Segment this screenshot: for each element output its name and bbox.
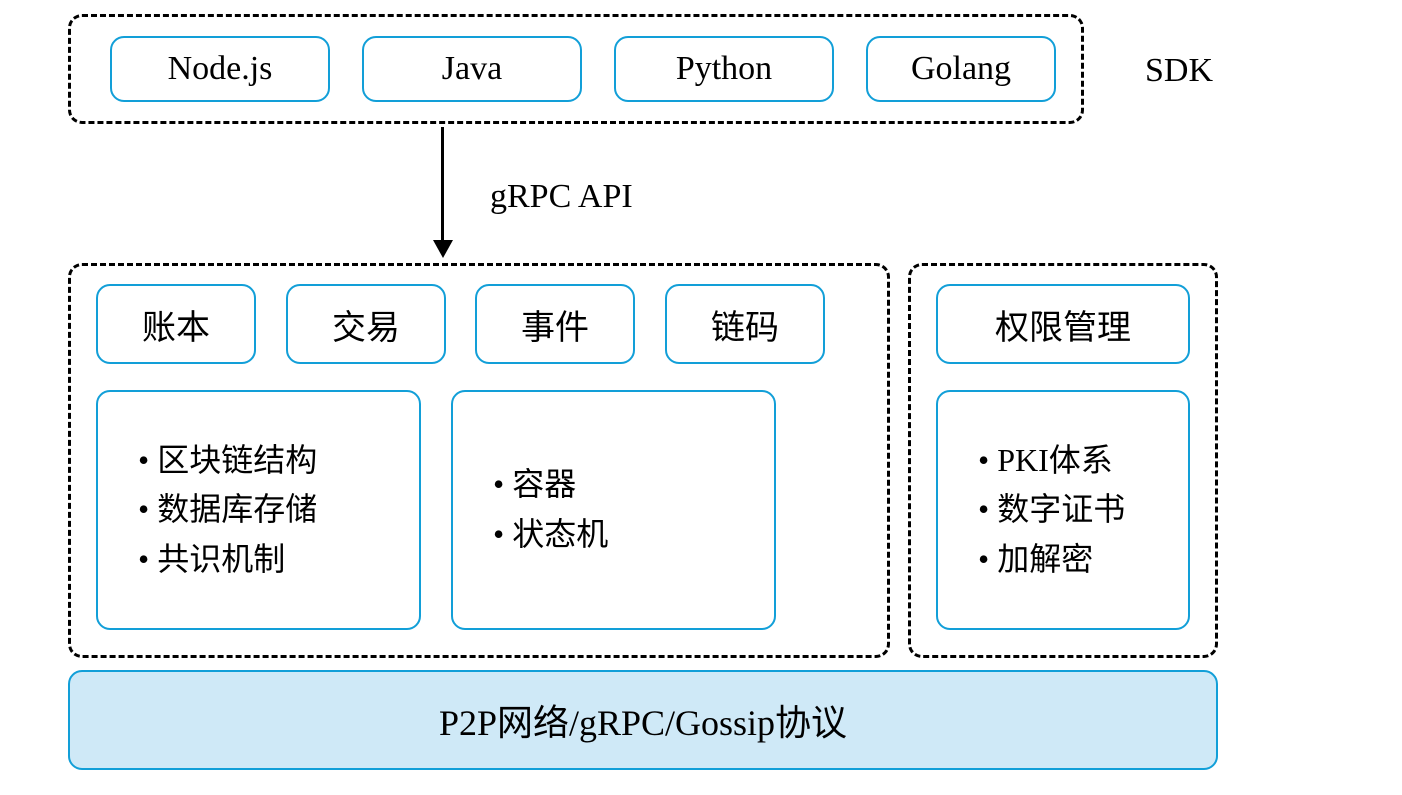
core-top-box: 链码 <box>665 284 825 364</box>
sdk-item-label: Python <box>676 50 772 88</box>
bullet-item: • 数字证书 <box>978 485 1188 535</box>
bullet-item: • 状态机 <box>493 510 774 560</box>
network-box: P2P网络/gRPC/Gossip协议 <box>68 670 1218 770</box>
core-top-box-label: 账本 <box>142 300 210 349</box>
core-top-box-label: 交易 <box>332 300 400 349</box>
bullet-item: • 数据库存储 <box>138 485 419 535</box>
core-top-box-label: 链码 <box>711 300 779 349</box>
core-top-box: 事件 <box>475 284 635 364</box>
grpc-arrow-line <box>441 127 444 246</box>
core-bullets-left: • 区块链结构• 数据库存储• 共识机制 <box>96 390 421 630</box>
network-box-label: P2P网络/gRPC/Gossip协议 <box>439 694 847 746</box>
core-top-box-label: 事件 <box>521 300 589 349</box>
sdk-label: SDK <box>1145 52 1213 90</box>
grpc-api-label: gRPC API <box>490 178 633 216</box>
bullet-item: • 容器 <box>493 460 774 510</box>
sdk-item-label: Node.js <box>168 50 273 88</box>
core-bullets-right: • 容器• 状态机 <box>451 390 776 630</box>
bullet-item: • 区块链结构 <box>138 436 419 486</box>
bullet-item: • 共识机制 <box>138 535 419 585</box>
permission-box-label: 权限管理 <box>995 300 1131 349</box>
sdk-item-box: Java <box>362 36 582 102</box>
core-top-box: 账本 <box>96 284 256 364</box>
core-top-box: 交易 <box>286 284 446 364</box>
bullet-item: • 加解密 <box>978 535 1188 585</box>
sdk-item-label: Java <box>442 50 502 88</box>
grpc-arrow-head <box>433 240 453 258</box>
sdk-item-label: Golang <box>911 50 1011 88</box>
permission-bullets: • PKI体系• 数字证书• 加解密 <box>936 390 1190 630</box>
sdk-item-box: Node.js <box>110 36 330 102</box>
bullet-item: • PKI体系 <box>978 436 1188 486</box>
sdk-item-box: Golang <box>866 36 1056 102</box>
permission-box: 权限管理 <box>936 284 1190 364</box>
diagram-canvas: Node.js Java Python Golang SDK gRPC API 账本 交… <box>0 0 1402 795</box>
sdk-item-box: Python <box>614 36 834 102</box>
